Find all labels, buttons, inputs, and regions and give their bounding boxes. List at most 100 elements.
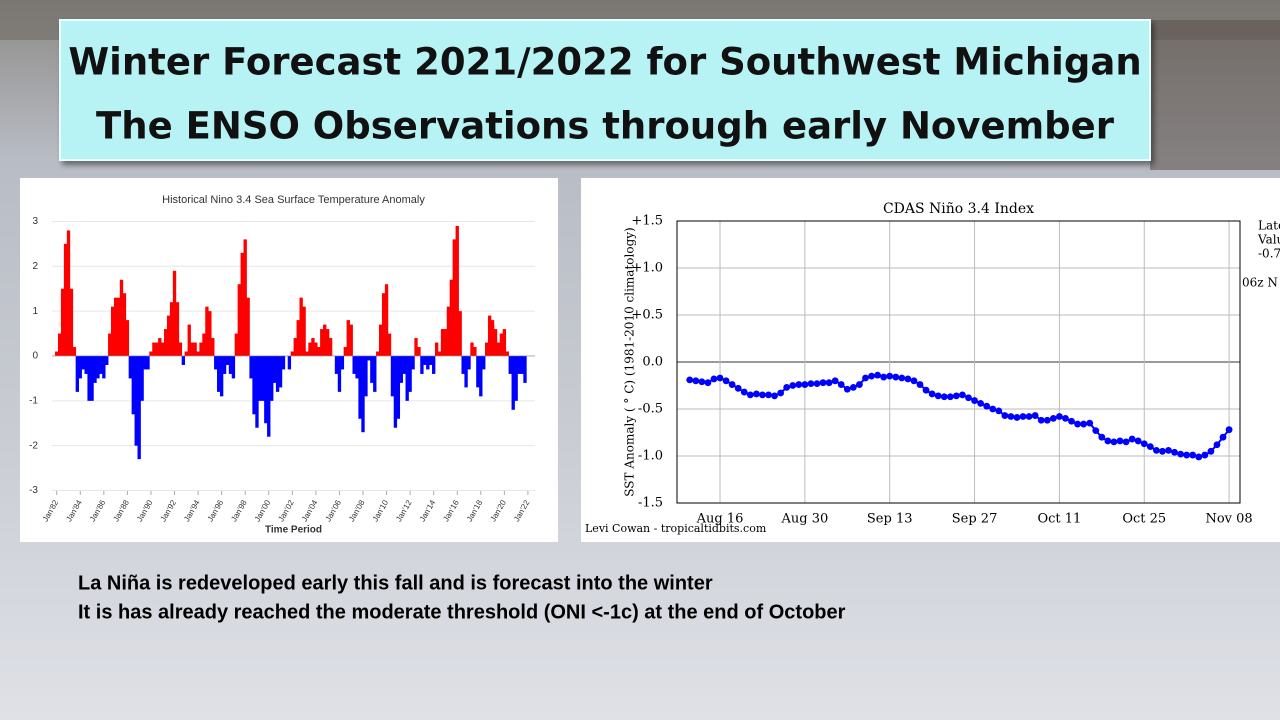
index-point xyxy=(789,382,797,389)
anomaly-bar xyxy=(211,338,215,356)
x-tick-label: Sep 27 xyxy=(952,512,998,527)
anomaly-bar xyxy=(110,306,115,356)
anomaly-bar xyxy=(334,355,339,374)
anomaly-bar xyxy=(270,355,274,401)
index-point xyxy=(880,373,888,381)
anomaly-bar xyxy=(485,342,489,356)
anomaly-bar xyxy=(199,342,203,356)
anomaly-bar xyxy=(520,355,524,374)
y-tick-label: -1.0 xyxy=(638,449,663,464)
y-tick-label: 2 xyxy=(32,261,38,272)
anomaly-bar xyxy=(137,355,141,460)
index-point xyxy=(759,391,766,399)
y-tick-label: -2 xyxy=(29,440,38,451)
y-tick-label: -1 xyxy=(29,395,38,406)
index-point xyxy=(704,379,712,387)
anomaly-bar xyxy=(523,355,527,383)
chart-panel xyxy=(581,178,1280,542)
index-point xyxy=(1225,426,1233,434)
anomaly-bar xyxy=(496,342,501,356)
index-point xyxy=(1007,413,1015,420)
anomaly-bar xyxy=(261,355,265,401)
note: It is has already reached the moderate t… xyxy=(78,601,846,623)
y-tick-label: 1 xyxy=(32,306,38,317)
index-point xyxy=(934,392,942,400)
anomaly-bar xyxy=(349,324,353,356)
anomaly-bar xyxy=(517,355,521,374)
anomaly-bar xyxy=(119,279,124,356)
index-point xyxy=(1207,447,1215,455)
x-tick-label: Sep 13 xyxy=(867,512,913,527)
anomaly-bar xyxy=(299,297,303,356)
index-point xyxy=(740,388,748,396)
anomaly-bar xyxy=(370,355,374,383)
index-point xyxy=(825,379,833,387)
index-point xyxy=(843,385,851,393)
index-point xyxy=(1116,437,1124,445)
anomaly-bar xyxy=(219,355,224,397)
index-point xyxy=(1068,417,1075,425)
index-point xyxy=(716,374,724,382)
index-point xyxy=(1019,413,1027,420)
annotation: 06z N xyxy=(1242,276,1278,290)
anomaly-bar xyxy=(208,311,212,356)
anomaly-bar xyxy=(225,355,230,365)
index-point xyxy=(1074,420,1081,428)
anomaly-bar xyxy=(384,284,389,356)
anomaly-bar xyxy=(272,355,277,383)
anomaly-bar xyxy=(508,355,512,374)
anomaly-bar xyxy=(143,355,147,370)
anomaly-bar xyxy=(429,355,433,365)
anomaly-bar xyxy=(482,355,486,370)
anomaly-bar xyxy=(458,311,462,356)
index-point xyxy=(977,399,985,407)
anomaly-bar xyxy=(479,355,483,397)
anomaly-bar xyxy=(343,347,348,356)
anomaly-bar xyxy=(308,342,312,356)
anomaly-bar xyxy=(414,338,418,356)
anomaly-bar xyxy=(75,355,80,392)
anomaly-bar xyxy=(396,355,401,419)
index-point xyxy=(1080,420,1088,428)
index-point xyxy=(1098,433,1106,441)
anomaly-bar xyxy=(287,355,292,370)
anomaly-bar xyxy=(255,355,259,428)
annotation: Valu xyxy=(1257,233,1280,247)
anomaly-bar xyxy=(196,351,200,356)
index-point xyxy=(849,383,857,391)
index-point xyxy=(1152,446,1160,454)
index-point xyxy=(995,407,1003,415)
index-point xyxy=(728,381,736,388)
title-line: The ENSO Observations through early Nove… xyxy=(96,105,1115,148)
index-point xyxy=(734,384,742,392)
anomaly-bar xyxy=(131,355,135,415)
index-point xyxy=(795,381,803,388)
index-point xyxy=(1140,440,1148,448)
anomaly-bar xyxy=(93,355,97,383)
anomaly-bar xyxy=(113,297,118,356)
anomaly-bar xyxy=(452,239,456,356)
index-point xyxy=(777,389,785,397)
x-tick-label: Oct 25 xyxy=(1122,512,1166,527)
index-point xyxy=(1146,443,1154,450)
anomaly-bar xyxy=(217,355,221,392)
index-point xyxy=(946,393,954,401)
y-tick-label: 0 xyxy=(32,351,38,362)
anomaly-bar xyxy=(161,342,165,356)
anomaly-bar xyxy=(175,302,180,356)
anomaly-bar xyxy=(187,324,191,356)
anomaly-bar xyxy=(246,297,250,356)
anomaly-bar xyxy=(470,342,474,356)
index-point xyxy=(1201,451,1209,459)
anomaly-bar xyxy=(328,338,333,356)
anomaly-bar xyxy=(325,329,330,356)
anomaly-bar xyxy=(358,355,362,419)
chart-title: CDAS Niño 3.4 Index xyxy=(883,201,1034,217)
y-tick-label: +1.0 xyxy=(631,261,663,276)
anomaly-bar xyxy=(487,315,492,356)
anomaly-bar xyxy=(402,355,406,374)
note: La Niña is redeveloped early this fall a… xyxy=(78,572,713,594)
index-point xyxy=(1092,427,1100,435)
plot-frame xyxy=(676,220,1241,504)
